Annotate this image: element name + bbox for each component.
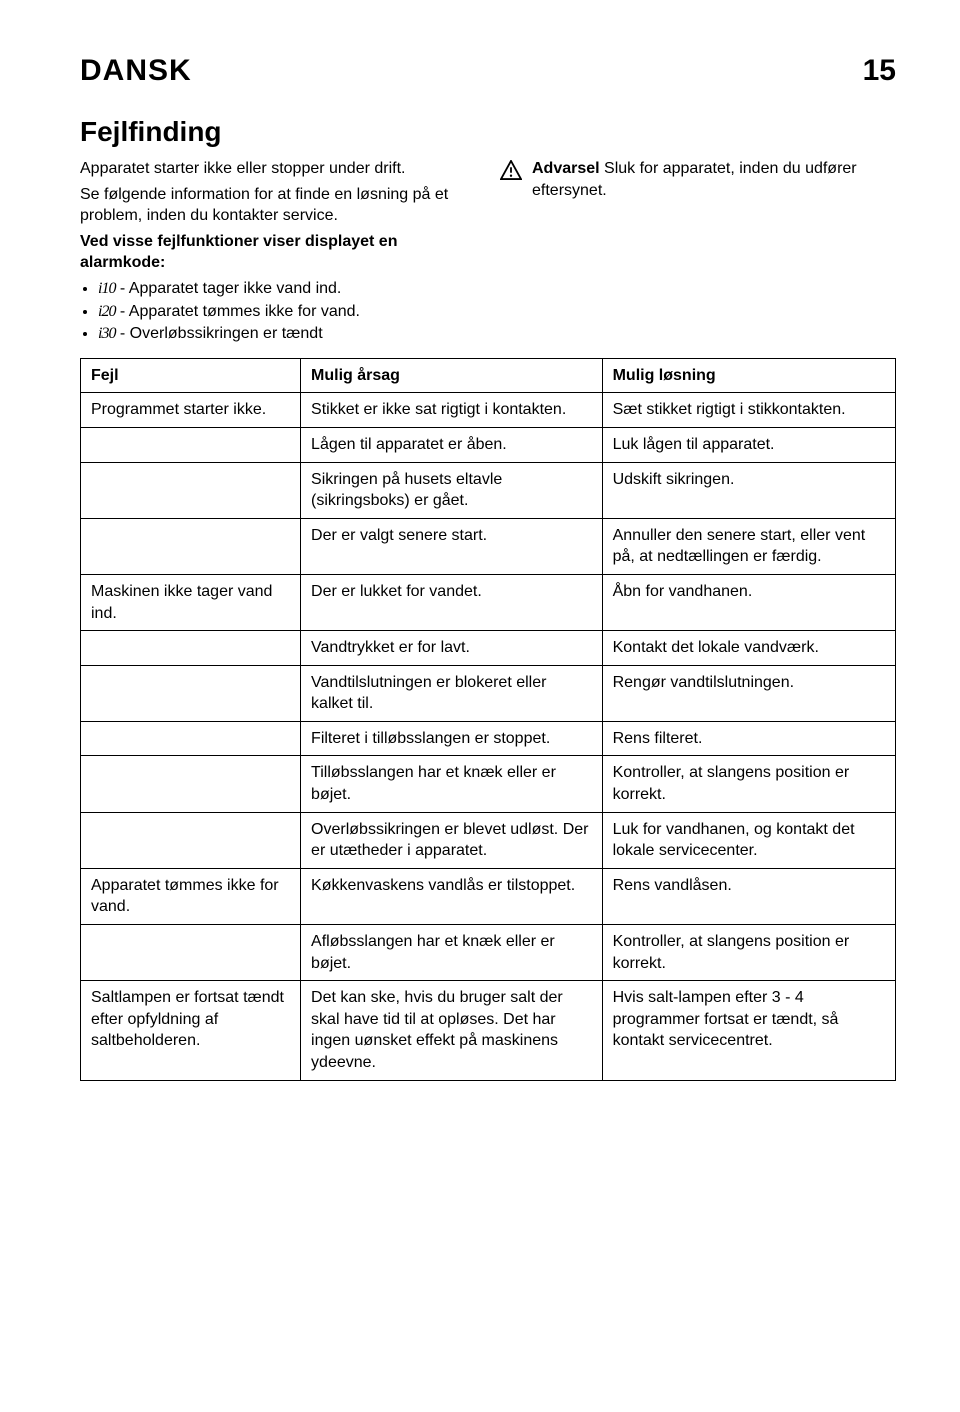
table-row: Saltlampen er fortsat tændt efter opfyld…	[81, 981, 896, 1080]
troubleshooting-table: Fejl Mulig årsag Mulig løsning Programme…	[80, 358, 896, 1081]
cell-cause: Der er valgt senere start.	[301, 518, 603, 574]
cell-fault	[81, 721, 301, 756]
cell-fault	[81, 631, 301, 666]
cell-fix: Annuller den senere start, eller vent på…	[602, 518, 895, 574]
cell-cause: Tilløbsslangen har et knæk eller er bøje…	[301, 756, 603, 812]
cell-cause: Vandtilslutningen er blokeret eller kalk…	[301, 665, 603, 721]
language-heading: DANSK	[80, 54, 192, 88]
alarm-code-item: i30 - Overløbssikringen er tændt	[98, 323, 476, 345]
cell-fault	[81, 462, 301, 518]
table-row: Sikringen på husets eltavle (sikringsbok…	[81, 462, 896, 518]
alarm-code-item: i20 - Apparatet tømmes ikke for vand.	[98, 301, 476, 323]
cell-fault: Programmet starter ikke.	[81, 393, 301, 428]
table-row: Vandtilslutningen er blokeret eller kalk…	[81, 665, 896, 721]
table-row: Lågen til apparatet er åben. Luk lågen t…	[81, 427, 896, 462]
intro-p2: Se følgende information for at finde en …	[80, 184, 476, 227]
header-fault: Fejl	[81, 358, 301, 393]
cell-fault	[81, 812, 301, 868]
cell-fault	[81, 518, 301, 574]
table-row: Vandtrykket er for lavt. Kontakt det lok…	[81, 631, 896, 666]
table-row: Overløbssikringen er blevet udløst. Der …	[81, 812, 896, 868]
table-header-row: Fejl Mulig årsag Mulig løsning	[81, 358, 896, 393]
cell-fix: Rens vandlåsen.	[602, 868, 895, 924]
table-row: Filteret i tilløbsslangen er stoppet. Re…	[81, 721, 896, 756]
cell-cause: Det kan ske, hvis du bruger salt der ska…	[301, 981, 603, 1080]
alarm-code: i10	[98, 280, 115, 297]
warning-icon	[500, 160, 522, 187]
cell-cause: Der er lukket for vandet.	[301, 574, 603, 630]
cell-cause: Lågen til apparatet er åben.	[301, 427, 603, 462]
warning-label: Advarsel	[532, 160, 600, 177]
cell-fix: Luk lågen til apparatet.	[602, 427, 895, 462]
cell-cause: Køkkenvaskens vandlås er tilstoppet.	[301, 868, 603, 924]
cell-fault	[81, 665, 301, 721]
cell-fault: Maskinen ikke tager vand ind.	[81, 574, 301, 630]
table-row: Tilløbsslangen har et knæk eller er bøje…	[81, 756, 896, 812]
cell-fix: Rens filteret.	[602, 721, 895, 756]
cell-fault: Apparatet tømmes ikke for vand.	[81, 868, 301, 924]
cell-fix: Kontakt det lokale vandværk.	[602, 631, 895, 666]
table-body: Programmet starter ikke. Stikket er ikke…	[81, 393, 896, 1080]
warning-text: Advarsel Sluk for apparatet, inden du ud…	[532, 158, 896, 201]
page-number: 15	[863, 54, 896, 88]
cell-fix: Rengør vandtilslutningen.	[602, 665, 895, 721]
header-fix: Mulig løsning	[602, 358, 895, 393]
table-row: Programmet starter ikke. Stikket er ikke…	[81, 393, 896, 428]
cell-fix: Hvis salt-lampen efter 3 - 4 programmer …	[602, 981, 895, 1080]
cell-fault	[81, 427, 301, 462]
table-row: Afløbsslangen har et knæk eller er bøjet…	[81, 925, 896, 981]
cell-cause: Vandtrykket er for lavt.	[301, 631, 603, 666]
intro-right-column: Advarsel Sluk for apparatet, inden du ud…	[500, 158, 896, 346]
table-row: Apparatet tømmes ikke for vand. Køkkenva…	[81, 868, 896, 924]
alarm-code-item: i10 - Apparatet tager ikke vand ind.	[98, 278, 476, 300]
alarm-code: i30	[98, 325, 115, 342]
page: DANSK 15 Fejlfinding Apparatet starter i…	[0, 0, 960, 1135]
cell-fix: Udskift sikringen.	[602, 462, 895, 518]
alarm-code-list: i10 - Apparatet tager ikke vand ind. i20…	[80, 278, 476, 345]
cell-cause: Stikket er ikke sat rigtigt i kontakten.	[301, 393, 603, 428]
header-cause: Mulig årsag	[301, 358, 603, 393]
page-header: DANSK 15	[80, 54, 896, 88]
cell-fault	[81, 756, 301, 812]
cell-fix: Sæt stikket rigtigt i stikkontakten.	[602, 393, 895, 428]
cell-fault	[81, 925, 301, 981]
cell-cause: Overløbssikringen er blevet udløst. Der …	[301, 812, 603, 868]
intro-p3: Ved visse fejlfunktioner viser displayet…	[80, 231, 476, 274]
table-row: Maskinen ikke tager vand ind. Der er luk…	[81, 574, 896, 630]
intro-columns: Apparatet starter ikke eller stopper und…	[80, 158, 896, 346]
section-title: Fejlfinding	[80, 116, 896, 148]
table-row: Der er valgt senere start. Annuller den …	[81, 518, 896, 574]
cell-fix: Åbn for vandhanen.	[602, 574, 895, 630]
cell-fix: Kontroller, at slangens position er korr…	[602, 756, 895, 812]
cell-fix: Kontroller, at slangens position er korr…	[602, 925, 895, 981]
alarm-code-text: - Apparatet tømmes ikke for vand.	[115, 303, 360, 320]
intro-left-column: Apparatet starter ikke eller stopper und…	[80, 158, 476, 346]
warning-block: Advarsel Sluk for apparatet, inden du ud…	[500, 158, 896, 201]
cell-fix: Luk for vandhanen, og kontakt det lokale…	[602, 812, 895, 868]
cell-cause: Sikringen på husets eltavle (sikringsbok…	[301, 462, 603, 518]
cell-fault: Saltlampen er fortsat tændt efter opfyld…	[81, 981, 301, 1080]
alarm-code-text: - Apparatet tager ikke vand ind.	[115, 280, 341, 297]
alarm-code-text: - Overløbssikringen er tændt	[115, 325, 322, 342]
intro-p1: Apparatet starter ikke eller stopper und…	[80, 158, 476, 180]
alarm-code: i20	[98, 303, 115, 320]
cell-cause: Afløbsslangen har et knæk eller er bøjet…	[301, 925, 603, 981]
cell-cause: Filteret i tilløbsslangen er stoppet.	[301, 721, 603, 756]
